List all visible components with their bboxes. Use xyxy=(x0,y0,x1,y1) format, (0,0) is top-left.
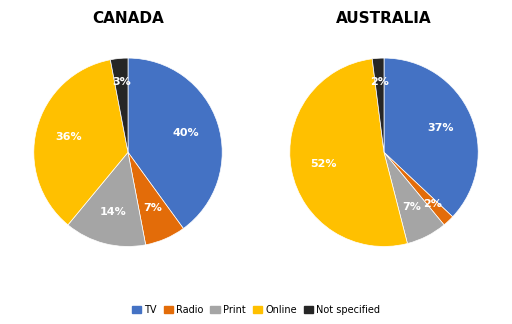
Text: 36%: 36% xyxy=(55,132,82,142)
Text: 3%: 3% xyxy=(112,77,131,87)
Text: 37%: 37% xyxy=(427,123,454,133)
Wedge shape xyxy=(128,58,222,228)
Text: 2%: 2% xyxy=(423,199,442,209)
Text: 14%: 14% xyxy=(99,207,126,216)
Legend: TV, Radio, Print, Online, Not specified: TV, Radio, Print, Online, Not specified xyxy=(128,301,384,319)
Wedge shape xyxy=(128,152,183,245)
Wedge shape xyxy=(68,152,145,247)
Wedge shape xyxy=(290,59,408,247)
Wedge shape xyxy=(372,58,384,152)
Text: 7%: 7% xyxy=(143,203,162,214)
Text: 2%: 2% xyxy=(370,77,389,87)
Title: AUSTRALIA: AUSTRALIA xyxy=(336,11,432,27)
Wedge shape xyxy=(384,58,478,217)
Text: 7%: 7% xyxy=(402,202,421,212)
Title: CANADA: CANADA xyxy=(92,11,164,27)
Text: 52%: 52% xyxy=(311,159,337,169)
Wedge shape xyxy=(34,60,128,225)
Wedge shape xyxy=(384,152,453,225)
Wedge shape xyxy=(384,152,444,244)
Wedge shape xyxy=(111,58,128,152)
Text: 40%: 40% xyxy=(173,128,200,138)
